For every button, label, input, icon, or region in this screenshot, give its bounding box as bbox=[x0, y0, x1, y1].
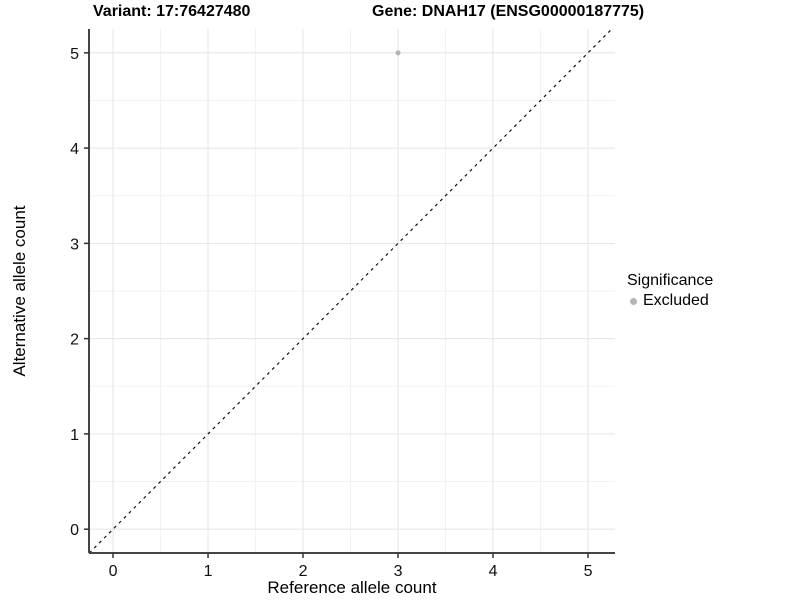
legend-title: Significance bbox=[627, 272, 714, 289]
y-tick-label: 5 bbox=[70, 46, 79, 63]
excluded-point-icon bbox=[630, 297, 637, 305]
x-tick-label: 5 bbox=[584, 563, 593, 580]
plot-title-variant: Variant: 17:76427480 bbox=[93, 3, 251, 20]
y-tick-label: 0 bbox=[70, 522, 79, 539]
x-tick-label: 2 bbox=[299, 563, 308, 580]
data-point-excluded bbox=[395, 50, 401, 56]
x-tick-label: 1 bbox=[204, 563, 213, 580]
y-tick-label: 4 bbox=[70, 141, 79, 158]
y-axis-title: Alternative allele count bbox=[10, 205, 29, 377]
legend: Significance Excluded bbox=[627, 271, 713, 311]
x-axis-title: Reference allele count bbox=[267, 578, 437, 597]
x-tick-label: 0 bbox=[109, 563, 118, 580]
identity-line bbox=[88, 28, 613, 554]
legend-item-excluded: Excluded bbox=[627, 291, 713, 311]
x-tick-label: 4 bbox=[489, 563, 498, 580]
y-tick-label: 1 bbox=[70, 427, 79, 444]
plot-title-gene: Gene: DNAH17 (ENSG00000187775) bbox=[372, 3, 645, 20]
x-tick-label: 3 bbox=[394, 563, 403, 580]
legend-item-label: Excluded bbox=[643, 292, 709, 309]
y-tick-label: 3 bbox=[70, 236, 79, 253]
y-tick-label: 2 bbox=[70, 332, 79, 349]
